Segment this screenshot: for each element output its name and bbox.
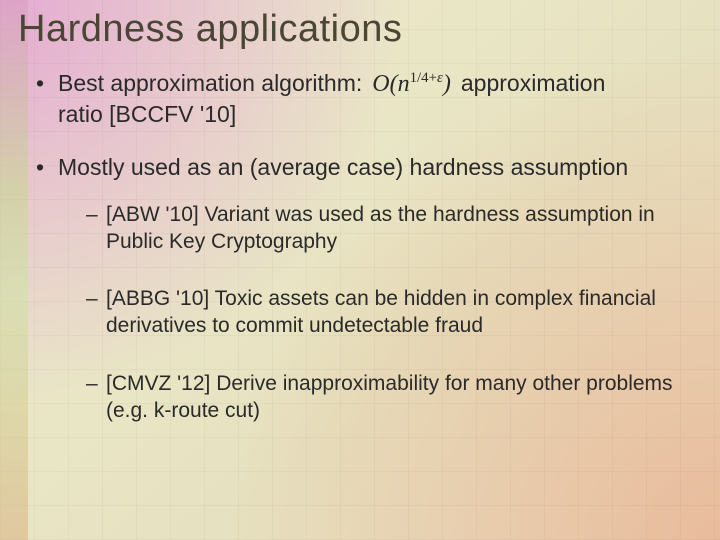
slide: Hardness applications Best approximation…	[0, 0, 720, 540]
sub-bullet-2: [ABBG '10] Toxic assets can be hidden in…	[86, 285, 690, 340]
slide-title: Hardness applications	[18, 8, 690, 51]
sub-bullet-1-text: [ABW '10] Variant was used as the hardne…	[106, 203, 655, 253]
bullet-1-pre: Best approximation algorithm:	[58, 69, 362, 98]
bullet-list-level1: Best approximation algorithm: O(n1/4+ε) …	[18, 69, 690, 424]
bullet-list-level2: [ABW '10] Variant was used as the hardne…	[58, 201, 690, 425]
bullet-1: Best approximation algorithm: O(n1/4+ε) …	[36, 69, 690, 129]
sub-bullet-2-text: [ABBG '10] Toxic assets can be hidden in…	[106, 287, 656, 337]
bullet-1-cont: ratio [BCCFV '10]	[58, 100, 690, 129]
sub-bullet-3: [CMVZ '12] Derive inapproximability for …	[86, 370, 690, 425]
content-area: Hardness applications Best approximation…	[0, 0, 720, 540]
bullet-2: Mostly used as an (average case) hardnes…	[36, 153, 690, 424]
sub-bullet-1: [ABW '10] Variant was used as the hardne…	[86, 201, 690, 256]
bullet-1-post: approximation	[461, 69, 605, 98]
sub-bullet-3-text: [CMVZ '12] Derive inapproximability for …	[106, 372, 673, 422]
formula-O-n: O(n1/4+ε)	[368, 69, 455, 100]
bullet-2-text: Mostly used as an (average case) hardnes…	[58, 154, 628, 180]
bullet-1-line1: Best approximation algorithm: O(n1/4+ε) …	[58, 69, 690, 100]
